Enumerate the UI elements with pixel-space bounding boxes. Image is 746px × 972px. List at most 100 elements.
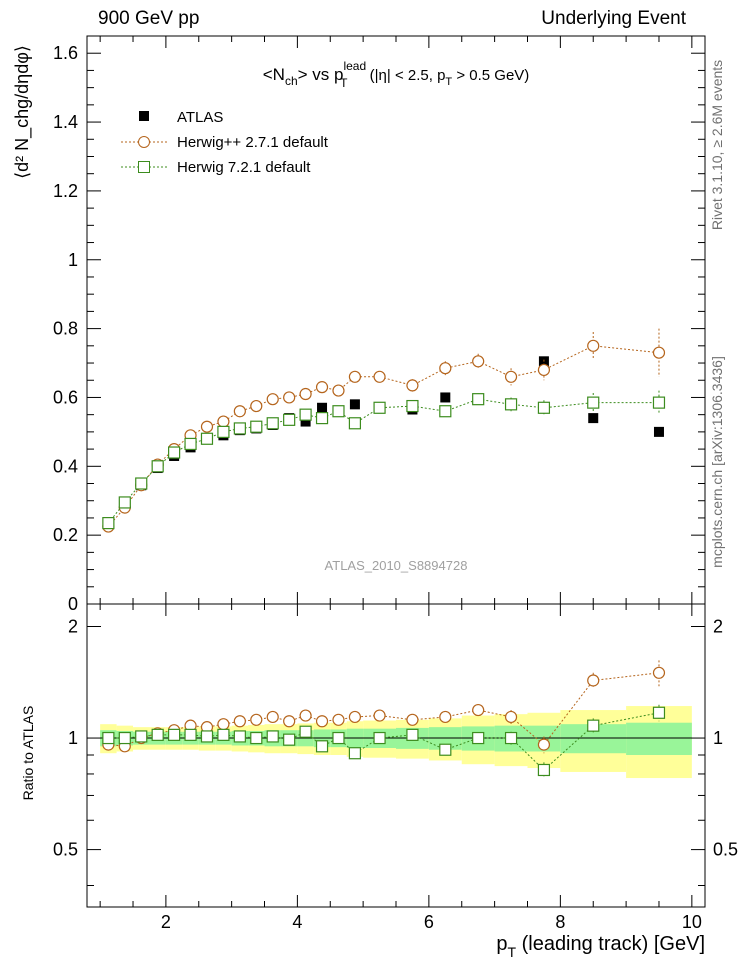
x-axis-label: pT (leading track) [GeV]: [496, 933, 705, 960]
legend: ATLAS Herwig++ 2.7.1 default Herwig 7.2.…: [121, 109, 329, 176]
main-y-tick-label: 0.2: [53, 525, 78, 545]
title-cuts-sub: T: [445, 76, 452, 88]
main-data-point: [332, 384, 345, 397]
main-data-point: [283, 413, 296, 426]
main-data-point: [472, 393, 485, 406]
main-title: <Nch> vs plead T (|η| < 2.5, pT > 0.5 GeV…: [263, 59, 530, 90]
main-data-point: [102, 517, 115, 530]
ratio-data-point: [373, 731, 386, 745]
ratio-data-point: [266, 730, 279, 743]
x-tick-label: 2: [161, 912, 171, 932]
ratio-data-point: [348, 710, 362, 724]
main-data-point: [283, 391, 296, 404]
title-cuts-end: > 0.5 GeV): [452, 67, 529, 84]
main-data-point: [373, 401, 386, 414]
main-data-point: [233, 405, 246, 418]
legend-hpp-marker: [138, 136, 150, 148]
main-data-point: [652, 346, 666, 359]
ratio-data-point: [652, 666, 666, 679]
legend-hpp-label: Herwig++ 2.7.1 default: [177, 134, 329, 151]
ratio-data-point: [373, 709, 386, 722]
main-data-point: [315, 381, 329, 394]
x-tick-label: 10: [682, 912, 702, 932]
main-data-point: [588, 413, 599, 424]
ratio-y-tick-label-right: 0.5: [713, 840, 738, 860]
ratio-data-point: [250, 731, 263, 745]
ratio-data-point: [283, 715, 296, 728]
main-ylabel: ⟨d² N_chg/dηdφ⟩: [12, 45, 33, 179]
main-data-point: [300, 416, 311, 427]
main-data-point: [118, 496, 131, 509]
ratio-data-point: [217, 718, 230, 731]
main-data-point: [587, 339, 600, 352]
main-data-point: [653, 426, 664, 437]
main-data-point: [299, 387, 312, 401]
main-data-point: [537, 401, 551, 414]
main-y-tick-label: 1.2: [53, 181, 78, 201]
main-data-point: [266, 417, 279, 430]
title-cuts: (|η| < 2.5, p: [366, 67, 446, 84]
ratio-y-tick-label-left: 1: [68, 728, 78, 748]
header-right: Underlying Event: [541, 8, 686, 29]
ratio-data-point: [332, 731, 345, 745]
main-data-point: [652, 396, 666, 409]
ratio-data-point: [315, 715, 329, 728]
main-data-point: [200, 420, 214, 433]
ratio-data-point: [102, 731, 115, 745]
xlabel-rest: (leading track) [GeV]: [516, 933, 705, 955]
main-y-tick-label: 0: [68, 594, 78, 614]
main-data-point: [168, 446, 181, 459]
ratio-y-tick-label-right: 2: [713, 616, 723, 636]
main-data-point: [439, 405, 452, 418]
ratio-data-point: [439, 743, 452, 756]
main-data-point: [135, 477, 148, 490]
ratio-data-point: [151, 728, 164, 741]
main-data-point: [349, 399, 360, 410]
main-data-point: [250, 420, 263, 433]
main-data-point: [373, 370, 386, 383]
ratio-data-point: [200, 730, 214, 743]
title-sup: lead: [343, 59, 366, 73]
main-data-point: [217, 425, 230, 438]
axes: 2 4 6 8 10 0 0.2 0.4 0.6 0.8 1 1.2 1.4 1.6 0.5 0.5 1 1 2 2: [53, 35, 738, 932]
ratio-y-tick-label-left: 2: [68, 616, 78, 636]
main-data-point: [315, 412, 329, 425]
legend-atlas-marker: [139, 111, 149, 121]
main-data-point: [299, 408, 312, 421]
ratio-data-point: [537, 738, 551, 751]
x-tick-label: 4: [292, 912, 302, 932]
legend-atlas-label: ATLAS: [177, 109, 223, 126]
main-y-tick-label: 0.4: [53, 456, 78, 476]
watermark: ATLAS_2010_S8894728: [325, 558, 468, 573]
ratio-y-tick-label-left: 0.5: [53, 840, 78, 860]
main-data-point: [406, 399, 419, 413]
legend-h7-marker: [138, 161, 150, 173]
chart-marks: [102, 328, 666, 779]
main-data-point: [184, 437, 197, 451]
rivet-label: Rivet 3.1.10, ≥ 2.6M events: [709, 60, 725, 230]
ratio-y-tick-label-right: 1: [713, 728, 723, 748]
ratio-data-point: [233, 730, 246, 743]
main-y-tick-label: 0.8: [53, 319, 78, 339]
main-data-point: [537, 363, 551, 377]
ratio-data-point: [118, 731, 131, 745]
ratio-data-point: [233, 715, 246, 728]
main-data-point: [250, 399, 263, 413]
main-data-point: [504, 398, 518, 411]
ratio-data-point: [266, 710, 279, 724]
main-data-point: [440, 392, 451, 403]
ratio-data-point: [332, 713, 345, 726]
ratio-data-point: [406, 728, 419, 741]
title-sub: T: [340, 76, 348, 90]
main-data-point: [406, 379, 419, 392]
main-data-point: [348, 370, 362, 383]
ratio-data-point: [652, 706, 666, 719]
main-data-point: [504, 370, 518, 383]
ratio-data-point: [299, 725, 312, 738]
ratio-data-point: [217, 728, 230, 741]
ratio-data-point: [472, 703, 485, 717]
main-y-tick-label: 1: [68, 250, 78, 270]
ratio-data-point: [168, 728, 181, 741]
main-data-point: [151, 460, 164, 473]
